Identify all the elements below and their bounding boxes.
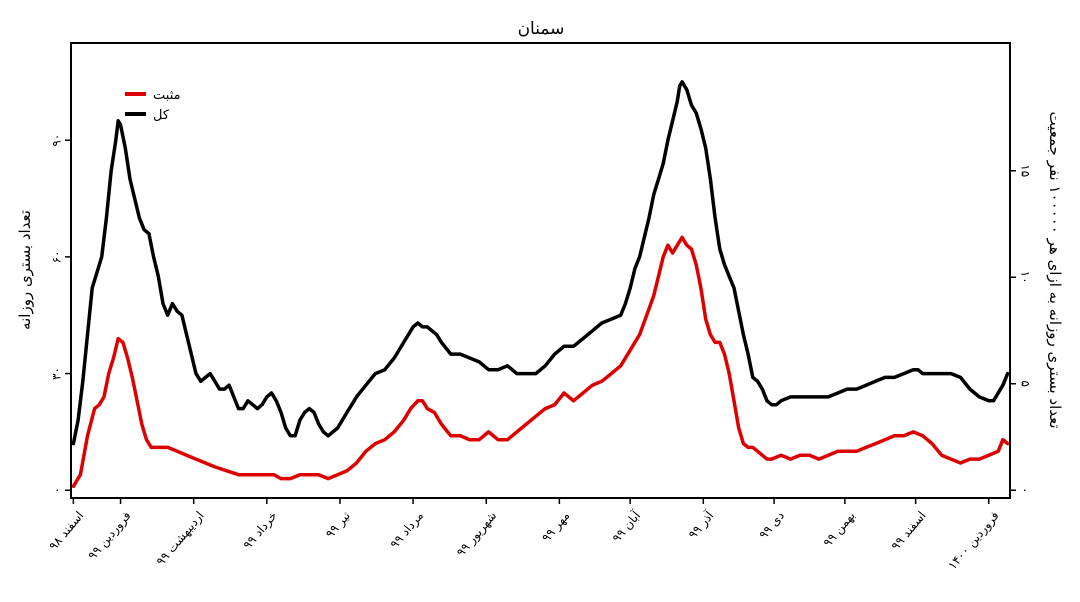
x-tick-label: آذر ۹۹ — [685, 507, 718, 542]
plot-frame — [70, 42, 1011, 499]
plot-area — [71, 80, 1010, 489]
x-tick-label: شهریور ۹۹ — [454, 509, 500, 560]
x-tick-label: مرداد ۹۹ — [387, 509, 427, 552]
x-tick-label: اردیبهشت ۹۹ — [153, 509, 207, 569]
series-line-positive — [71, 235, 1010, 489]
x-tick-label: خرداد ۹۹ — [240, 509, 280, 553]
legend-label-total: کل — [153, 108, 170, 123]
right-y-axis-label: تعداد بستری روزانه به ازای هر ۱۰۰۰۰۰ نفر… — [1046, 111, 1064, 428]
x-tick-label: دی ۹۹ — [756, 509, 787, 542]
left-y-tick-label: ۶۰ — [50, 250, 64, 263]
legend: مثبت کل — [125, 88, 181, 123]
x-tick-label: فروردین ۱۴۰۰ — [945, 509, 1002, 573]
x-tick-label: فروردین ۹۹ — [85, 509, 134, 563]
x-tick-label: اسفند ۹۸ — [46, 509, 86, 553]
right-y-tick-label: ۵ — [1019, 381, 1033, 387]
left-y-tick-label: ۹۰ — [50, 134, 64, 147]
x-tick-label: اسفند ۹۹ — [888, 509, 928, 553]
right-y-tick-label: ۱۵ — [1019, 164, 1033, 177]
left-y-axis-label: تعداد بستری روزانه — [16, 210, 34, 330]
left-y-axis: ۰ ۳۰ ۶۰ ۹۰ — [50, 134, 71, 493]
right-y-axis: ۰ ۵ ۱۰ ۱۵ — [1010, 164, 1033, 493]
x-tick-label: بهمن ۹۹ — [820, 509, 858, 551]
left-y-tick-label: ۰ — [50, 487, 64, 493]
series-line-total — [71, 80, 1010, 446]
x-tick-label: مهر ۹۹ — [539, 509, 573, 546]
right-y-tick-label: ۰ — [1019, 487, 1033, 493]
x-tick-label: آبان ۹۹ — [609, 507, 644, 545]
chart-title: سمنان — [518, 19, 565, 39]
left-y-tick-label: ۳۰ — [50, 367, 64, 380]
right-y-tick-label: ۱۰ — [1019, 271, 1033, 284]
legend-label-positive: مثبت — [153, 88, 181, 103]
x-tick-label: تیر ۹۹ — [323, 509, 354, 542]
